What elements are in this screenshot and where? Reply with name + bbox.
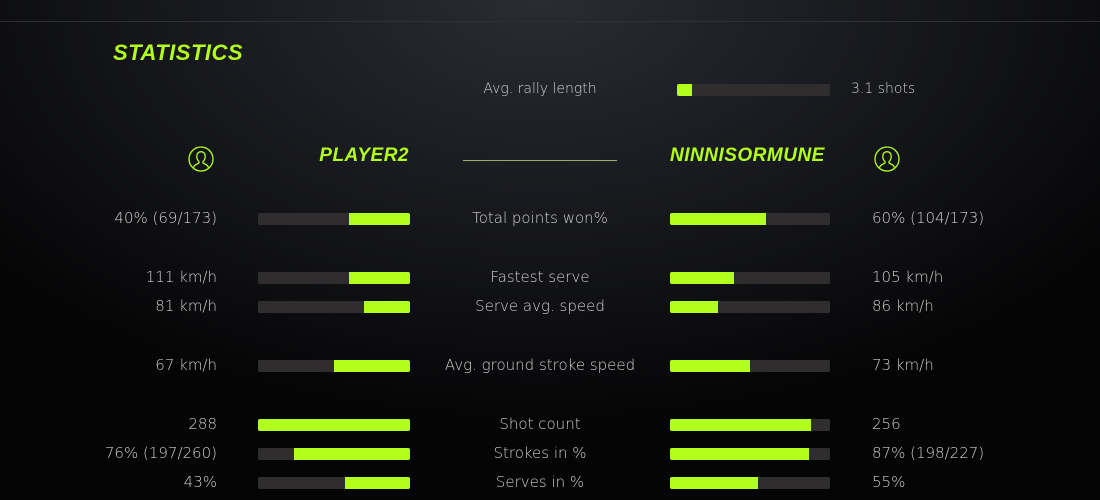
stat-row-rally: Avg. rally length 3.1 shots [0, 79, 1100, 99]
stat-label: Serve avg. speed [475, 297, 605, 315]
right-bar [670, 301, 830, 313]
left-bar-fill [294, 448, 410, 460]
stat-row: 111 km/h Fastest serve 105 km/h [0, 267, 1100, 287]
right-bar-fill [670, 477, 758, 489]
left-bar-fill [344, 477, 410, 489]
left-bar [258, 272, 410, 284]
header-divider [463, 160, 617, 161]
right-value: 86 km/h [872, 297, 934, 315]
stat-label: Shot count [499, 415, 581, 433]
left-bar-fill [258, 419, 410, 431]
right-value: 60% (104/173) [872, 209, 985, 227]
user-circle-icon [188, 146, 214, 172]
left-value: 288 [188, 415, 217, 433]
right-value: 55% [872, 473, 906, 491]
left-value: 67 km/h [155, 356, 217, 374]
stat-row: 40% (69/173) Total points won% 60% (104/… [0, 208, 1100, 228]
left-value: 111 km/h [145, 268, 217, 286]
right-bar-fill [670, 419, 811, 431]
stat-label: Fastest serve [490, 268, 590, 286]
right-bar [670, 360, 830, 372]
right-bar [670, 213, 830, 225]
stat-row: 67 km/h Avg. ground stroke speed 73 km/h [0, 355, 1100, 375]
left-value: 40% (69/173) [114, 209, 217, 227]
left-player-name: PLAYER2 [319, 145, 409, 166]
left-bar [258, 360, 410, 372]
right-bar [670, 419, 830, 431]
user-circle-icon [874, 146, 900, 172]
left-bar [258, 448, 410, 460]
right-value: 87% (198/227) [872, 444, 985, 462]
left-bar-fill [334, 360, 410, 372]
stat-row: 81 km/h Serve avg. speed 86 km/h [0, 296, 1100, 316]
right-player-name: NINNISORMUNE [670, 145, 825, 166]
stat-label: Strokes in % [493, 444, 587, 462]
stat-row: 43% Serves in % 55% [0, 472, 1100, 492]
right-bar-fill [670, 272, 734, 284]
left-bar [258, 301, 410, 313]
right-value: 105 km/h [872, 268, 944, 286]
top-divider [0, 21, 1100, 22]
stat-label: Total points won% [472, 209, 608, 227]
left-bar [258, 213, 410, 225]
stat-row: 288 Shot count 256 [0, 414, 1100, 434]
right-bar-fill [670, 213, 766, 225]
right-value: 73 km/h [872, 356, 934, 374]
right-bar-fill [670, 301, 718, 313]
stat-label: Serves in % [495, 473, 585, 491]
left-bar-fill [349, 213, 410, 225]
right-bar [670, 272, 830, 284]
right-bar-fill [670, 448, 810, 460]
right-bar [670, 448, 830, 460]
rally-bar-fill [677, 84, 693, 96]
rally-value: 3.1 shots [851, 81, 916, 97]
right-value: 256 [872, 415, 901, 433]
left-bar-fill [349, 272, 410, 284]
left-bar [258, 477, 410, 489]
stat-label: Avg. ground stroke speed [444, 356, 636, 374]
left-value: 43% [183, 473, 217, 491]
left-value: 81 km/h [155, 297, 217, 315]
left-bar-fill [364, 301, 410, 313]
rally-label: Avg. rally length [483, 81, 597, 97]
right-bar [670, 477, 830, 489]
rally-bar [677, 84, 830, 96]
stat-row: 76% (197/260) Strokes in % 87% (198/227) [0, 443, 1100, 463]
left-value: 76% (197/260) [104, 444, 217, 462]
right-bar-fill [670, 360, 750, 372]
left-bar [258, 419, 410, 431]
page-title: STATISTICS [113, 40, 244, 65]
